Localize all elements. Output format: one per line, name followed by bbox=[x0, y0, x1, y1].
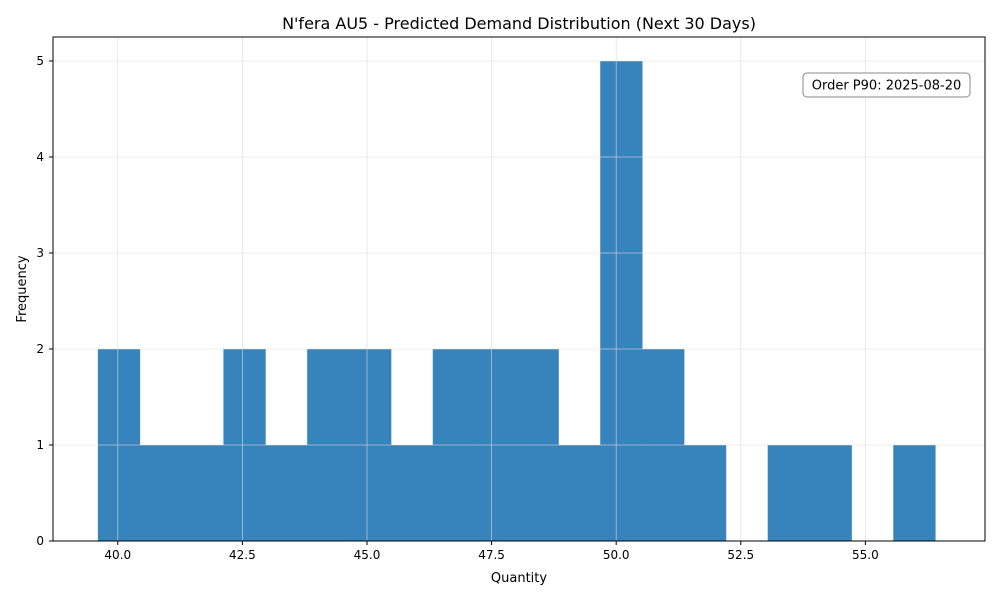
y-axis-ticks: 0 1 2 3 4 5 bbox=[36, 54, 53, 548]
annotation-text: Order P90: 2025-08-20 bbox=[812, 79, 962, 94]
plot-frame bbox=[52, 36, 986, 542]
x-tick-label: 47.5 bbox=[478, 548, 505, 562]
y-tick-label: 0 bbox=[36, 534, 44, 548]
y-tick-label: 4 bbox=[36, 150, 44, 164]
histogram-bar bbox=[600, 61, 643, 541]
y-tick-label: 5 bbox=[36, 54, 44, 68]
histogram-bar bbox=[390, 445, 434, 541]
annotation-frame bbox=[802, 72, 971, 98]
chart-title: N'fera AU5 - Predicted Demand Distributi… bbox=[282, 14, 756, 33]
y-tick-label: 1 bbox=[36, 438, 44, 452]
bars-layer bbox=[97, 61, 936, 541]
histogram-bar bbox=[558, 445, 601, 541]
grid-layer bbox=[53, 37, 985, 542]
histogram-bar bbox=[265, 445, 308, 541]
y-tick-label: 2 bbox=[36, 342, 44, 356]
x-tick-label: 50.0 bbox=[603, 548, 630, 562]
x-tick-label: 40.0 bbox=[104, 548, 131, 562]
histogram-bar bbox=[809, 445, 852, 541]
histogram-bar bbox=[181, 445, 224, 541]
x-tick-label: 42.5 bbox=[229, 548, 256, 562]
histogram-bar bbox=[893, 445, 936, 541]
x-axis-label: Quantity bbox=[491, 571, 547, 586]
histogram-bar bbox=[767, 445, 810, 541]
histogram-bar bbox=[683, 445, 727, 541]
annotation-box: Order P90: 2025-08-20 bbox=[802, 72, 971, 98]
x-tick-label: 45.0 bbox=[354, 548, 381, 562]
histogram-bar bbox=[139, 445, 182, 541]
y-tick-label: 3 bbox=[36, 246, 44, 260]
x-axis-ticks: 40.0 42.5 45.0 47.5 50.0 52.5 55.0 bbox=[104, 541, 879, 562]
x-tick-label: 52.5 bbox=[727, 548, 754, 562]
x-tick-label: 55.0 bbox=[852, 548, 879, 562]
y-axis-label: Frequency bbox=[15, 255, 30, 322]
